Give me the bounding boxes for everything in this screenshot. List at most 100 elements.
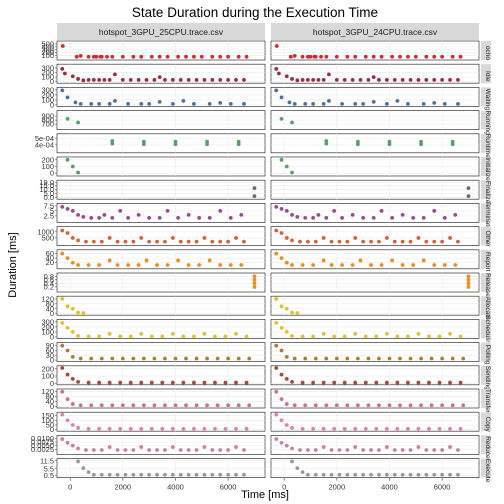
data-point bbox=[448, 332, 452, 336]
data-point bbox=[279, 231, 284, 235]
y-tick-label: 500 bbox=[41, 39, 54, 48]
data-point bbox=[118, 209, 123, 213]
data-point bbox=[184, 356, 188, 361]
data-point bbox=[65, 117, 70, 121]
data-point bbox=[218, 101, 223, 105]
data-point bbox=[181, 380, 186, 385]
data-point bbox=[408, 403, 413, 408]
data-point bbox=[374, 380, 379, 385]
data-point bbox=[377, 77, 381, 82]
data-point bbox=[86, 54, 91, 59]
data-point bbox=[210, 54, 215, 59]
data-point bbox=[408, 472, 413, 477]
data-point bbox=[313, 54, 318, 59]
data-point bbox=[361, 102, 366, 106]
data-point bbox=[84, 239, 88, 244]
row-strip-label: Allocate bbox=[484, 297, 491, 321]
data-point bbox=[305, 472, 310, 477]
x-tick-label: 4000 bbox=[381, 483, 398, 492]
facet-panel bbox=[270, 156, 480, 177]
data-point bbox=[284, 164, 289, 169]
data-point bbox=[353, 54, 358, 59]
data-point bbox=[176, 54, 181, 59]
y-tick-label: 200 bbox=[41, 48, 54, 57]
data-point bbox=[413, 54, 418, 59]
data-point bbox=[70, 355, 75, 359]
data-point bbox=[466, 277, 471, 282]
data-point bbox=[406, 54, 410, 59]
data-point bbox=[91, 472, 96, 477]
data-point bbox=[345, 472, 350, 477]
data-point bbox=[366, 403, 371, 408]
data-point bbox=[324, 356, 329, 361]
y-tick-label: 300 bbox=[41, 317, 54, 326]
y-tick-label: 400 bbox=[41, 42, 54, 51]
y-tick-label: 80 bbox=[46, 299, 54, 308]
data-point bbox=[313, 356, 318, 361]
panel-frame bbox=[270, 388, 480, 409]
data-point bbox=[406, 334, 410, 339]
data-point bbox=[313, 448, 318, 452]
data-point bbox=[369, 472, 373, 477]
data-point bbox=[110, 141, 115, 146]
data-point bbox=[416, 77, 421, 82]
data-point bbox=[274, 366, 279, 370]
data-point bbox=[448, 236, 452, 240]
data-point bbox=[384, 445, 389, 449]
data-point bbox=[236, 403, 241, 408]
data-point bbox=[274, 412, 279, 417]
data-point bbox=[62, 71, 67, 76]
data-point bbox=[60, 343, 65, 348]
data-point bbox=[97, 102, 102, 106]
data-point bbox=[350, 77, 355, 82]
y-tick-label: 300 bbox=[41, 45, 54, 54]
data-point bbox=[313, 472, 318, 477]
data-point bbox=[290, 334, 294, 338]
data-point bbox=[152, 77, 157, 82]
panel-frame bbox=[270, 226, 480, 246]
data-point bbox=[239, 263, 244, 267]
y-tick-label: 2.5 bbox=[44, 211, 54, 220]
data-point bbox=[332, 426, 337, 431]
data-point bbox=[337, 239, 342, 244]
data-point bbox=[429, 356, 434, 361]
y-tick-label: 60 bbox=[46, 346, 54, 355]
facet-panel bbox=[270, 365, 480, 386]
data-point bbox=[311, 216, 316, 220]
data-point bbox=[461, 356, 466, 361]
data-point bbox=[408, 356, 413, 361]
data-point bbox=[448, 445, 452, 449]
row-strip bbox=[481, 412, 491, 432]
data-point bbox=[131, 356, 136, 361]
row-strip bbox=[481, 296, 491, 316]
data-point bbox=[292, 102, 297, 106]
data-point bbox=[149, 380, 154, 385]
data-point bbox=[353, 332, 358, 336]
y-tick-label: 100 bbox=[41, 73, 54, 82]
data-point bbox=[184, 54, 188, 59]
data-point bbox=[295, 215, 300, 219]
data-point bbox=[321, 102, 326, 106]
facet-panel bbox=[56, 411, 266, 432]
y-tick-label: 0.4 bbox=[44, 279, 54, 288]
facet-panel bbox=[56, 365, 266, 386]
row-strip bbox=[481, 133, 491, 153]
data-point bbox=[194, 448, 199, 452]
data-point bbox=[139, 380, 144, 385]
data-point bbox=[353, 380, 358, 385]
data-point bbox=[76, 238, 80, 243]
data-point bbox=[244, 54, 249, 59]
data-point bbox=[466, 281, 471, 286]
data-point bbox=[149, 54, 154, 59]
data-point bbox=[218, 263, 223, 267]
y-tick-label: 0.0050 bbox=[31, 441, 54, 450]
data-point bbox=[448, 77, 452, 82]
panel-frame bbox=[56, 458, 266, 478]
data-point bbox=[86, 470, 91, 474]
data-point bbox=[65, 304, 70, 309]
data-point bbox=[99, 403, 104, 408]
data-point bbox=[73, 100, 78, 105]
data-point bbox=[421, 102, 426, 106]
data-point bbox=[141, 142, 146, 147]
y-tick-label: 0 bbox=[50, 309, 54, 318]
